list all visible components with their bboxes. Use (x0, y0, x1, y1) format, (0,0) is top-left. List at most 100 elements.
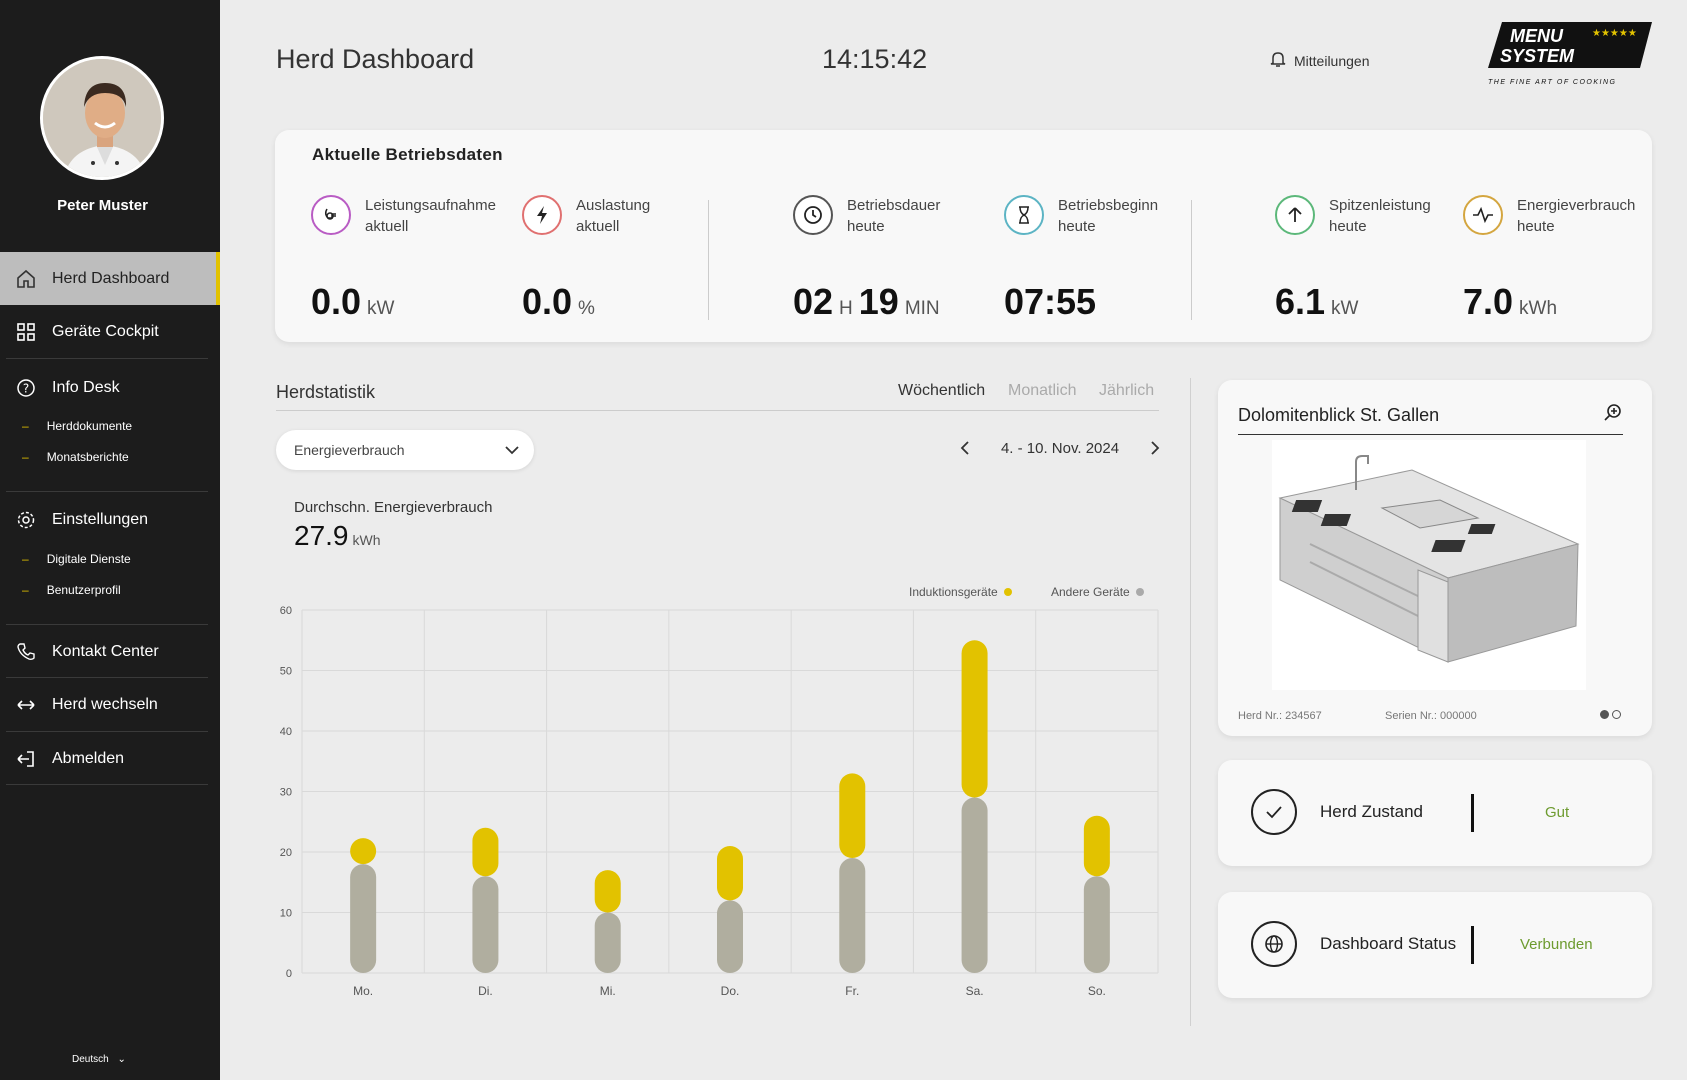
sidebar-item-kontakt-center[interactable]: Kontakt Center (0, 626, 220, 678)
divider (1238, 434, 1623, 435)
kpi-label: Leistungsaufnahme (365, 197, 496, 214)
sidebar-subitem-digitale-dienste[interactable]: Digitale Dienste (22, 552, 131, 566)
divider (6, 731, 208, 732)
sidebar-item-herd-dashboard[interactable]: Herd Dashboard (0, 252, 220, 305)
x-tick-label: Sa. (966, 984, 984, 998)
x-tick-label: Di. (478, 984, 493, 998)
carousel-dot-active[interactable] (1600, 710, 1609, 719)
kpi-hours: 02 (793, 281, 834, 322)
kpi-sublabel: heute (847, 218, 885, 235)
energy-chart: 0 10 20 30 40 50 60 Mo. Di. Mi. Do. Fr. Sa. So. (280, 605, 1159, 998)
y-tick-label: 20 (280, 847, 292, 859)
bar-andere-geraete (839, 858, 866, 973)
phone-icon (14, 640, 38, 664)
sidebar-item-label: Geräte Cockpit (52, 323, 159, 340)
clock: 14:15:42 (822, 44, 928, 74)
bar-andere-geraete (961, 797, 988, 973)
chevron-left-icon[interactable] (955, 440, 975, 456)
device-name: Dolomitenblick St. Gallen (1238, 405, 1440, 425)
svg-text:?: ? (23, 382, 29, 396)
bar-andere-geraete (594, 912, 621, 973)
home-icon (14, 267, 38, 291)
tab-woechentlich[interactable]: Wöchentlich (898, 382, 986, 399)
divider (1190, 378, 1191, 1026)
stove-image (1272, 440, 1586, 690)
divider (1471, 794, 1474, 832)
legend-label: Induktionsgeräte (909, 585, 998, 599)
lightning-icon (522, 195, 562, 235)
avg-value: 27.9 kWh (294, 520, 381, 552)
bar-induktionsgeraete (472, 827, 499, 877)
gear-icon (14, 508, 38, 532)
divider (6, 784, 208, 785)
carousel-dot[interactable] (1612, 710, 1621, 719)
kpi-unit: kW (1331, 298, 1359, 319)
check-icon (1251, 789, 1297, 835)
sidebar-item-label: Abmelden (52, 750, 125, 767)
sidebar-subitem-benutzerprofil[interactable]: Benutzerprofil (22, 583, 121, 597)
zoom-in-icon[interactable] (1603, 403, 1623, 428)
sidebar-item-einstellungen[interactable]: Einstellungen (0, 494, 220, 546)
kpi-sublabel: aktuell (365, 218, 409, 235)
sidebar: Peter Muster Herd Dashboard Geräte Cockp… (0, 0, 220, 1080)
sidebar-item-label: Herd wechseln (52, 696, 158, 713)
bar-induktionsgeraete (717, 845, 743, 901)
avatar[interactable] (40, 56, 164, 180)
logo[interactable]: MENU SYSTEM ★★★★★ THE FINE ART OF COOKIN… (1488, 22, 1652, 90)
kpi-unit: kW (367, 298, 395, 319)
sidebar-item-geraete-cockpit[interactable]: Geräte Cockpit (0, 306, 220, 358)
page-title: Herd Dashboard (276, 44, 475, 74)
kpi-value: 07:55 (1004, 281, 1097, 322)
sidebar-item-info-desk[interactable]: ? Info Desk (0, 362, 220, 414)
dropdown-value: Energieverbrauch (294, 442, 405, 458)
sidebar-subitem-herddokumente[interactable]: Herddokumente (22, 419, 132, 433)
sidebar-item-label: Herd Dashboard (52, 269, 170, 287)
serial-number: Serien Nr.: 000000 (1385, 710, 1477, 722)
help-icon: ? (14, 376, 38, 400)
language-label: Deutsch (72, 1054, 109, 1065)
divider (6, 491, 208, 492)
bar-induktionsgeraete (350, 838, 377, 865)
x-tick-label: Fr. (845, 984, 859, 998)
y-tick-label: 50 (280, 666, 292, 678)
kpi-value: 0.0 (311, 281, 362, 322)
chevron-right-icon[interactable] (1145, 440, 1165, 456)
avg-unit: kWh (352, 532, 381, 548)
sidebar-item-abmelden[interactable]: Abmelden (0, 733, 220, 785)
divider (276, 410, 1159, 411)
kpi-value: 6.1 (1275, 281, 1326, 322)
tab-jaehrlich[interactable]: Jährlich (1099, 382, 1155, 399)
legend-dot (1135, 588, 1144, 596)
dashboard-status-value: Verbunden (1520, 936, 1593, 953)
kpi-label: Spitzenleistung (1329, 197, 1431, 214)
globe-icon (1251, 921, 1297, 967)
dashboard-status-label: Dashboard Status (1320, 934, 1457, 953)
kpi-minutes: 19 (858, 281, 899, 322)
logo-tagline: THE FINE ART OF COOKING (1488, 79, 1617, 86)
sidebar-item-label: Einstellungen (52, 511, 149, 528)
kpi-sublabel: aktuell (576, 218, 620, 235)
chevron-down-icon (504, 442, 520, 461)
language-select[interactable]: Deutsch ⌄ (72, 1054, 126, 1065)
avg-label: Durchschn. Energieverbrauch (294, 499, 493, 516)
bar-andere-geraete (472, 876, 499, 973)
notifications-button[interactable]: Mitteilungen (1270, 50, 1370, 71)
y-tick-label: 10 (280, 908, 292, 920)
kpi-value: 7.0 (1463, 281, 1514, 322)
kpi-label: Energieverbrauch (1517, 197, 1636, 214)
kpi-unit: H (839, 298, 853, 319)
bar-andere-geraete (1083, 876, 1110, 973)
kpi-value: 0.0 (522, 281, 573, 322)
kpi-sublabel: heute (1329, 218, 1367, 235)
metric-dropdown[interactable]: Energieverbrauch (276, 430, 534, 470)
svg-text:★★★★★: ★★★★★ (1592, 28, 1637, 39)
sidebar-subitem-monatsberichte[interactable]: Monatsberichte (22, 450, 129, 464)
user-name: Peter Muster (57, 197, 148, 214)
tab-monatlich[interactable]: Monatlich (1008, 382, 1077, 399)
x-tick-label: So. (1088, 984, 1106, 998)
date-range: 4. - 10. Nov. 2024 (1000, 439, 1120, 457)
kpi-label: Betriebsbeginn (1058, 197, 1159, 214)
sidebar-item-label: Kontakt Center (52, 643, 159, 660)
sidebar-item-herd-wechseln[interactable]: Herd wechseln (0, 679, 220, 731)
carousel-dots[interactable] (1600, 710, 1621, 719)
